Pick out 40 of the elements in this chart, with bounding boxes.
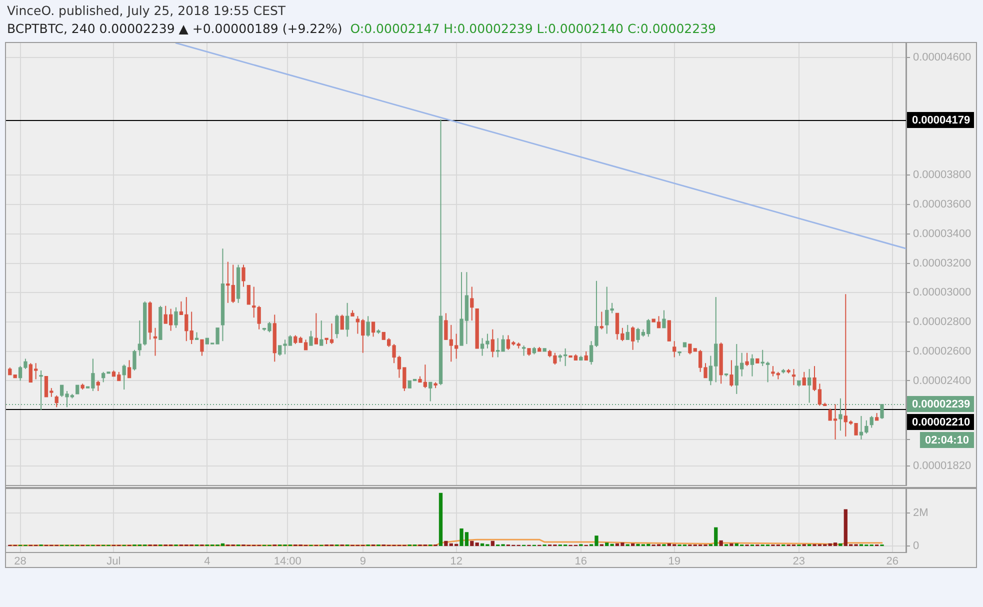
y-tick-label: 2M	[913, 507, 928, 520]
y-tick-label: 0.00003600	[913, 198, 972, 211]
y-tick-label: 0.00001820	[913, 460, 972, 472]
x-tick-label: 23	[792, 556, 806, 568]
ref-line-label: 0.00002239	[912, 398, 970, 411]
y-tick-label: 0.00002400	[913, 374, 972, 387]
bar	[490, 540, 494, 546]
y-tick-label: 0.00003800	[913, 169, 972, 182]
x-tick-label: 9	[360, 556, 366, 568]
ref-line-label: 0.00002210	[912, 416, 970, 429]
chart-subtitle: BCPTBTC, 240 0.00002239 ▲ +0.00000189 (+9.22%)	[7, 21, 342, 36]
bar	[630, 543, 635, 546]
x-tick-label: 16	[574, 556, 588, 568]
bar	[730, 543, 734, 546]
y-tick-label: 0.00003000	[913, 286, 972, 299]
y-tick-label: 0.00002800	[913, 316, 972, 328]
x-tick-label: 28	[14, 556, 26, 568]
bar	[719, 540, 723, 546]
y-tick-label: 0.00004600	[913, 52, 972, 64]
ref-line-label: 0.00004179	[912, 114, 970, 127]
bar	[438, 492, 443, 546]
x-tick-label: 14:00	[274, 556, 302, 568]
y-tick-label: 0	[913, 540, 920, 552]
text: 02:04:10	[924, 434, 970, 447]
x-tick-label: 12	[450, 556, 462, 568]
x-tick-label: 26	[886, 556, 898, 568]
candlestick	[226, 262, 230, 303]
bar	[475, 542, 479, 546]
bar	[838, 543, 842, 546]
y-tick-label: 0.00003400	[913, 228, 972, 240]
candlestick	[600, 312, 604, 330]
chart-title: VinceO. published, July 25, 2018 19:55 CEST	[7, 3, 286, 18]
x-tick-label: Jul	[106, 556, 121, 568]
x-tick-label: 19	[668, 556, 680, 568]
x-tick-label: 4	[204, 556, 210, 568]
candlestick	[153, 328, 158, 356]
bar	[470, 540, 474, 546]
y-tick-label: 0.00002600	[913, 345, 972, 358]
text: O:0.00002147 H:0.00002239 L:0.00002140 C:0.00002239	[350, 21, 716, 36]
y-tick-label: 0.00003200	[913, 257, 972, 270]
